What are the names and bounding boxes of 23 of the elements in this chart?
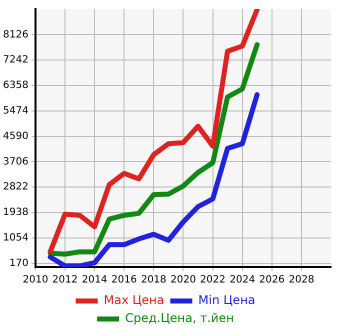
y-tick-label: 1054 — [2, 232, 28, 244]
x-tick-label: 2018 — [140, 274, 166, 286]
y-tick-label: 170 — [9, 258, 28, 269]
y-tick-label: 3706 — [2, 156, 28, 168]
x-tick-label: 2026 — [259, 274, 285, 286]
x-tick-label: 2020 — [170, 274, 196, 286]
x-tick-label: 2012 — [52, 274, 78, 286]
legend-label: Max Цена — [104, 293, 164, 308]
y-tick-label: 7242 — [2, 54, 28, 66]
x-tick-label: 2028 — [288, 274, 314, 286]
x-tick-label: 2022 — [200, 274, 226, 286]
x-tick-label: 2016 — [111, 274, 137, 286]
x-tick-label: 2024 — [230, 274, 256, 286]
y-tick-label: 8126 — [2, 29, 28, 40]
y-tick-label: 6358 — [2, 80, 28, 92]
x-tick-label: 2014 — [82, 274, 108, 286]
legend-label: Min Цена — [198, 293, 256, 308]
y-tick-label: 5474 — [2, 105, 28, 116]
y-tick-label: 2822 — [2, 182, 28, 193]
x-tick-label: 2010 — [22, 274, 48, 286]
legend-label: Сред.Цена, т.йен — [125, 311, 234, 326]
y-tick-label: 1938 — [2, 207, 28, 218]
y-tick-label: 4590 — [2, 130, 28, 142]
